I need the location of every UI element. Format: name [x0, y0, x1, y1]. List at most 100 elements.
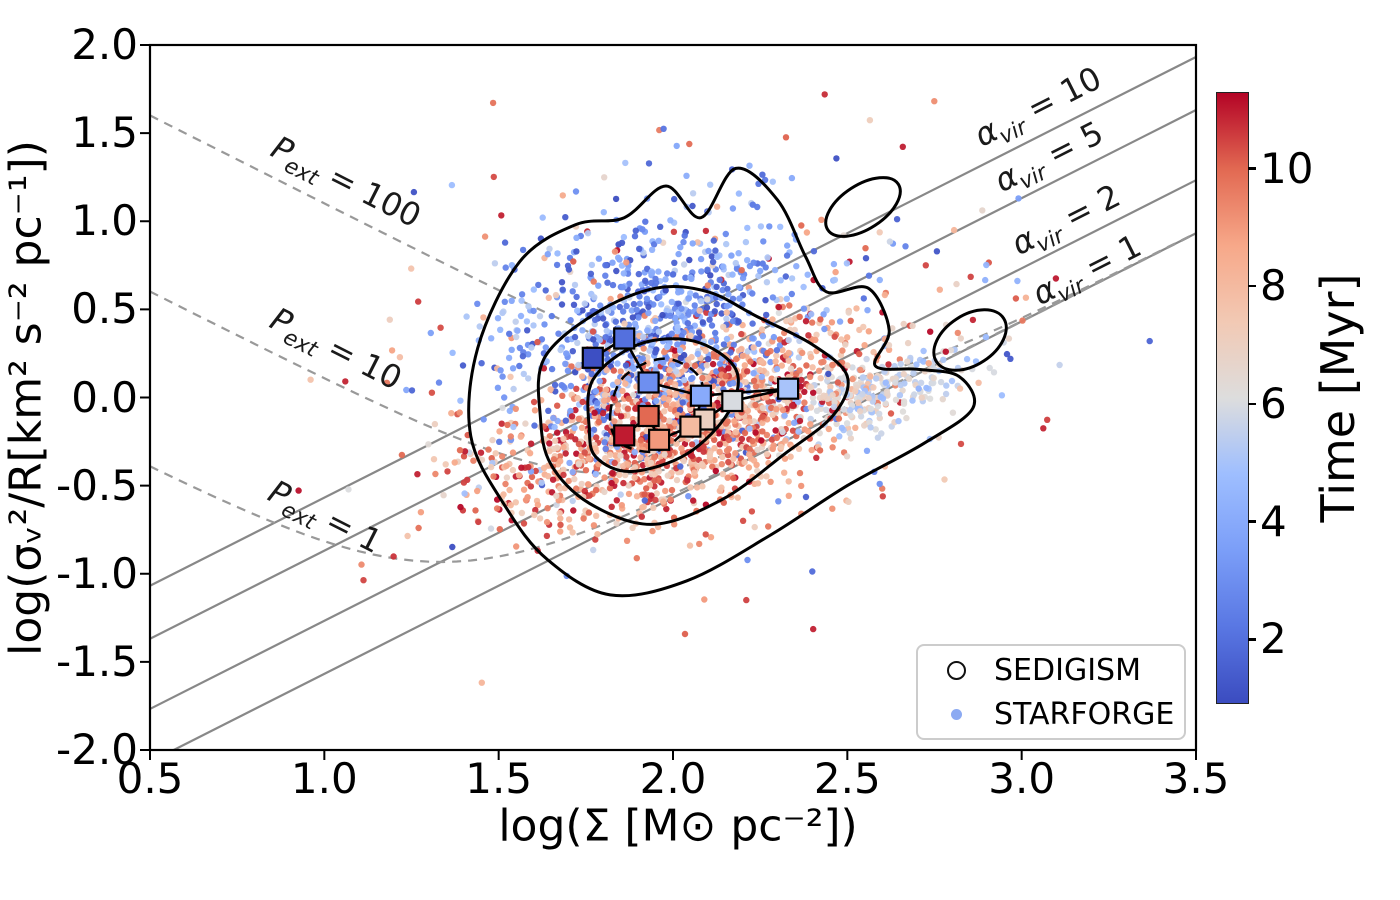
scatter-point: [492, 450, 499, 457]
scatter-point: [706, 454, 714, 461]
scatter-point: [942, 348, 949, 355]
scatter-point: [456, 447, 464, 454]
scatter-point: [768, 436, 776, 443]
scatter-point: [749, 320, 756, 327]
scatter-point: [676, 347, 684, 354]
scatter-point: [785, 492, 792, 499]
scatter-point: [633, 306, 640, 313]
scatter-point: [668, 486, 676, 494]
scatter-point: [558, 279, 566, 286]
scatter-point: [573, 234, 580, 241]
scatter-point: [766, 223, 773, 230]
scatter-point: [572, 188, 580, 195]
scatter-point: [569, 497, 576, 505]
scatter-point: [404, 532, 411, 540]
scatter-point: [650, 241, 658, 248]
scatter-point: [554, 429, 561, 436]
scatter-point: [804, 271, 811, 278]
scatter-point: [904, 358, 911, 365]
scatter-point: [591, 316, 599, 324]
scatter-point: [782, 437, 789, 444]
scatter-point: [602, 321, 609, 329]
scatter-point: [562, 417, 569, 424]
scatter-point: [485, 446, 492, 453]
scatter-point: [645, 303, 652, 311]
scatter-point: [550, 456, 558, 463]
scatter-point: [546, 448, 553, 455]
scatter-point: [531, 511, 538, 519]
scatter-point: [1019, 317, 1026, 324]
scatter-point: [789, 427, 797, 434]
scatter-point: [532, 506, 539, 514]
scatter-point: [603, 350, 610, 357]
x-tick-label: 2.5: [813, 754, 881, 803]
scatter-point: [681, 440, 689, 448]
scatter-point: [498, 420, 505, 427]
scatter-point: [601, 488, 608, 496]
alpha-vir-10-line: [150, 56, 1196, 587]
scatter-point: [590, 522, 598, 529]
scatter-point: [865, 394, 872, 402]
scatter-point: [843, 453, 851, 460]
scatter-point: [672, 391, 679, 398]
scatter-point: [732, 259, 739, 267]
scatter-point: [820, 311, 827, 318]
x-tick-label: 3.5: [1162, 754, 1230, 803]
scatter-point: [396, 354, 404, 361]
scatter-point: [550, 414, 557, 422]
scatter-point: [427, 329, 434, 337]
scatter-point: [613, 520, 620, 527]
scatter-point: [957, 335, 964, 342]
scatter-point: [791, 419, 798, 426]
scatter-point: [478, 360, 485, 367]
scatter-point: [557, 515, 564, 522]
scatter-point: [829, 361, 836, 369]
scatter-point: [759, 171, 766, 178]
scatter-point: [986, 364, 993, 372]
scatter-point: [716, 276, 723, 284]
scatter-point: [572, 436, 579, 443]
scatter-point: [779, 406, 787, 414]
scatter-point: [572, 406, 579, 414]
scatter-point: [636, 300, 643, 307]
sedigism-contour-blob-1: [824, 176, 902, 238]
scatter-point: [804, 428, 812, 435]
scatter-point: [525, 303, 532, 310]
sedigism-contour-blob-2: [932, 308, 1008, 372]
scatter-point: [723, 335, 731, 343]
track-marker-t6: [721, 389, 744, 413]
scatter-point: [528, 473, 536, 481]
scatter-point: [617, 491, 624, 498]
scatter-point: [519, 353, 527, 360]
scatter-point: [897, 381, 904, 389]
scatter-point: [725, 291, 732, 298]
scatter-point: [624, 405, 632, 412]
colorbar: [1216, 92, 1249, 704]
scatter-point: [526, 450, 534, 457]
scatter-point: [798, 376, 805, 384]
scatter-point: [838, 424, 846, 432]
scatter-point: [626, 280, 633, 287]
scatter-point: [551, 423, 558, 431]
scatter-point: [683, 172, 690, 179]
scatter-point: [569, 348, 576, 355]
scatter-point: [553, 492, 560, 499]
scatter-point: [795, 354, 803, 361]
scatter-point: [847, 317, 854, 324]
scatter-point: [718, 310, 725, 317]
scatter-point: [578, 480, 585, 488]
scatter-point: [795, 445, 803, 452]
scatter-point: [554, 402, 561, 409]
scatter-point: [677, 354, 684, 362]
scatter-point: [1012, 295, 1020, 302]
scatter-point: [480, 416, 487, 423]
pext-1-curve: [150, 232, 1196, 564]
scatter-point: [637, 437, 644, 444]
scatter-point: [807, 353, 815, 361]
scatter-point: [739, 352, 746, 360]
scatter-point: [414, 471, 421, 478]
scatter-point: [622, 471, 629, 479]
scatter-point: [532, 467, 539, 475]
scatter-point: [660, 416, 668, 423]
scatter-point: [751, 523, 758, 531]
